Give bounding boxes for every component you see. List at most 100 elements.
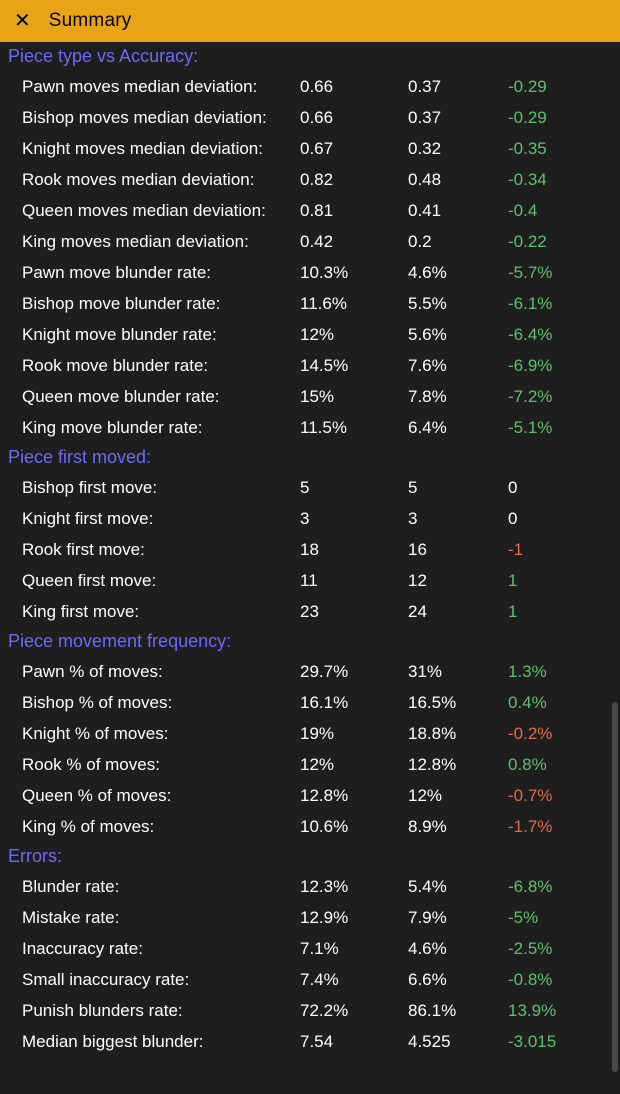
stat-label: Blunder rate: xyxy=(8,876,300,897)
stat-value-b: 16 xyxy=(408,540,508,560)
stat-value-a: 72.2% xyxy=(300,1001,408,1021)
stat-label: Knight % of moves: xyxy=(8,723,300,744)
stat-value-a: 12% xyxy=(300,325,408,345)
stat-value-a: 0.66 xyxy=(300,108,408,128)
stat-value-a: 14.5% xyxy=(300,356,408,376)
stat-row: Inaccuracy rate:7.1%4.6%-2.5% xyxy=(8,933,612,964)
section-header: Piece type vs Accuracy: xyxy=(8,42,612,71)
stat-label: Rook moves median deviation: xyxy=(8,169,300,190)
stat-delta: -7.2% xyxy=(508,387,598,407)
stat-value-b: 4.6% xyxy=(408,263,508,283)
stat-value-a: 23 xyxy=(300,602,408,622)
stat-label: Bishop first move: xyxy=(8,477,300,498)
stat-value-b: 12.8% xyxy=(408,755,508,775)
stat-value-b: 24 xyxy=(408,602,508,622)
stat-value-b: 16.5% xyxy=(408,693,508,713)
stat-value-a: 16.1% xyxy=(300,693,408,713)
stat-value-b: 7.8% xyxy=(408,387,508,407)
stat-delta: -6.8% xyxy=(508,877,598,897)
stat-row: Queen move blunder rate:15%7.8%-7.2% xyxy=(8,381,612,412)
stat-value-a: 0.67 xyxy=(300,139,408,159)
stat-value-b: 8.9% xyxy=(408,817,508,837)
stat-row: King first move:23241 xyxy=(8,596,612,627)
stat-value-a: 0.82 xyxy=(300,170,408,190)
content-area: Piece type vs Accuracy: Pawn moves median… xyxy=(0,42,620,1094)
stat-delta: -5.7% xyxy=(508,263,598,283)
stat-value-b: 7.6% xyxy=(408,356,508,376)
stat-value-b: 5.4% xyxy=(408,877,508,897)
stat-label: Mistake rate: xyxy=(8,907,300,928)
stat-value-a: 10.3% xyxy=(300,263,408,283)
stat-label: Bishop % of moves: xyxy=(8,692,300,713)
stat-label: Bishop move blunder rate: xyxy=(8,293,300,314)
stat-row: Queen moves median deviation:0.810.41-0.… xyxy=(8,195,612,226)
stat-value-a: 18 xyxy=(300,540,408,560)
stat-value-b: 31% xyxy=(408,662,508,682)
stat-row: Bishop first move:550 xyxy=(8,472,612,503)
stat-label: Pawn move blunder rate: xyxy=(8,262,300,283)
stat-value-a: 7.54 xyxy=(300,1032,408,1052)
stat-row: King moves median deviation:0.420.2-0.22 xyxy=(8,226,612,257)
stat-delta: -0.7% xyxy=(508,786,598,806)
stat-delta: 0.4% xyxy=(508,693,598,713)
stat-value-a: 5 xyxy=(300,478,408,498)
stat-label: Punish blunders rate: xyxy=(8,1000,300,1021)
scrollbar[interactable] xyxy=(612,702,618,1072)
stat-label: Bishop moves median deviation: xyxy=(8,107,300,128)
stat-delta: 0 xyxy=(508,509,598,529)
stat-label: Knight move blunder rate: xyxy=(8,324,300,345)
stat-value-b: 4.525 xyxy=(408,1032,508,1052)
stat-label: Rook move blunder rate: xyxy=(8,355,300,376)
stat-delta: -0.22 xyxy=(508,232,598,252)
stat-value-a: 11.5% xyxy=(300,418,408,438)
stat-delta: -5% xyxy=(508,908,598,928)
stat-value-b: 0.37 xyxy=(408,77,508,97)
close-icon[interactable]: ✕ xyxy=(14,11,31,31)
stat-value-a: 12% xyxy=(300,755,408,775)
stat-value-a: 10.6% xyxy=(300,817,408,837)
stat-value-a: 0.42 xyxy=(300,232,408,252)
stat-row: Rook moves median deviation:0.820.48-0.3… xyxy=(8,164,612,195)
stat-label: Queen % of moves: xyxy=(8,785,300,806)
stat-value-b: 0.48 xyxy=(408,170,508,190)
stat-value-a: 0.81 xyxy=(300,201,408,221)
stat-row: Knight first move:330 xyxy=(8,503,612,534)
stat-row: Punish blunders rate:72.2%86.1%13.9% xyxy=(8,995,612,1026)
section-header: Piece movement frequency: xyxy=(8,627,612,656)
stat-delta: -0.35 xyxy=(508,139,598,159)
stat-label: King % of moves: xyxy=(8,816,300,837)
stat-label: Pawn moves median deviation: xyxy=(8,76,300,97)
stat-value-b: 0.37 xyxy=(408,108,508,128)
stat-value-b: 4.6% xyxy=(408,939,508,959)
stat-row: Knight % of moves:19%18.8%-0.2% xyxy=(8,718,612,749)
section-header: Errors: xyxy=(8,842,612,871)
stat-value-a: 11.6% xyxy=(300,294,408,314)
stat-delta: -0.29 xyxy=(508,77,598,97)
stat-delta: 1.3% xyxy=(508,662,598,682)
stat-row: Bishop % of moves:16.1%16.5%0.4% xyxy=(8,687,612,718)
stat-row: Blunder rate:12.3%5.4%-6.8% xyxy=(8,871,612,902)
page-title: Summary xyxy=(49,10,132,32)
stat-delta: -0.29 xyxy=(508,108,598,128)
stat-delta: -6.1% xyxy=(508,294,598,314)
stat-label: Pawn % of moves: xyxy=(8,661,300,682)
stat-row: Knight move blunder rate:12%5.6%-6.4% xyxy=(8,319,612,350)
stat-value-b: 6.4% xyxy=(408,418,508,438)
stat-row: Median biggest blunder:7.544.525-3.015 xyxy=(8,1026,612,1057)
stat-label: King move blunder rate: xyxy=(8,417,300,438)
stat-row: Queen % of moves:12.8%12%-0.7% xyxy=(8,780,612,811)
stat-value-b: 7.9% xyxy=(408,908,508,928)
stat-value-a: 12.3% xyxy=(300,877,408,897)
stat-label: Rook first move: xyxy=(8,539,300,560)
stat-delta: 0.8% xyxy=(508,755,598,775)
section-header: Piece first moved: xyxy=(8,443,612,472)
stat-value-b: 0.2 xyxy=(408,232,508,252)
stat-delta: -5.1% xyxy=(508,418,598,438)
stat-delta: -2.5% xyxy=(508,939,598,959)
stat-row: Rook first move:1816-1 xyxy=(8,534,612,565)
stat-label: Queen move blunder rate: xyxy=(8,386,300,407)
stat-value-b: 0.32 xyxy=(408,139,508,159)
stat-delta: -6.4% xyxy=(508,325,598,345)
stat-label: King first move: xyxy=(8,601,300,622)
stat-row: Queen first move:11121 xyxy=(8,565,612,596)
